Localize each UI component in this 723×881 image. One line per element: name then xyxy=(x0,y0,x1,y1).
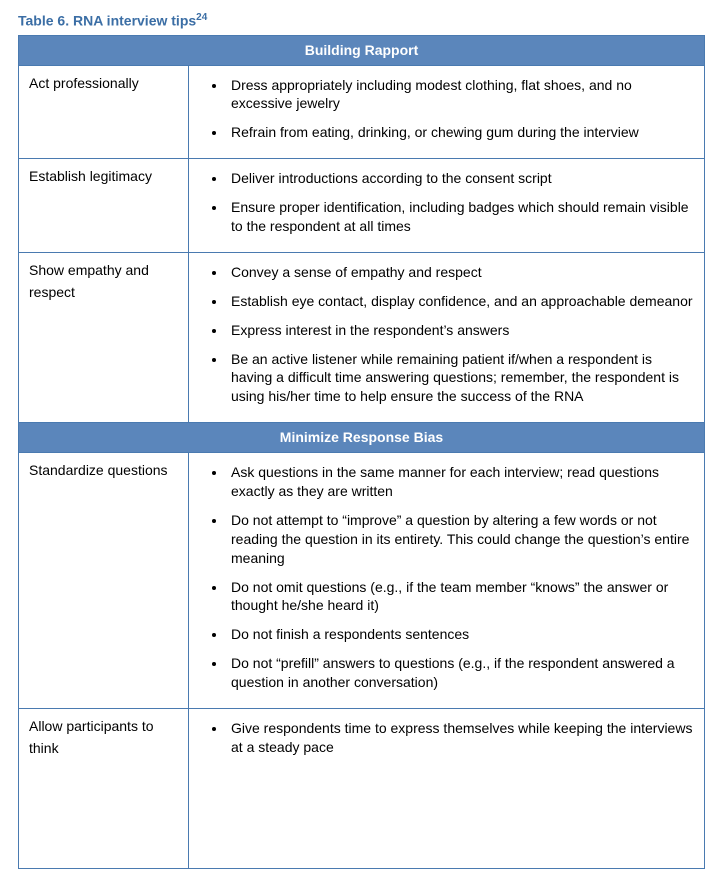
bullet-item: Do not omit questions (e.g., if the team… xyxy=(227,578,694,616)
bullet-item: Do not finish a respondents sentences xyxy=(227,625,694,644)
bullet-item: Deliver introductions according to the c… xyxy=(227,169,694,188)
row-bullets: Ask questions in the same manner for eac… xyxy=(189,453,705,709)
bullet-item: Ensure proper identification, including … xyxy=(227,198,694,236)
bullet-item: Refrain from eating, drinking, or chewin… xyxy=(227,123,694,142)
caption-sup: 24 xyxy=(196,12,207,23)
row-label: Allow participants to think xyxy=(19,709,189,869)
row-bullets: Give respondents time to express themsel… xyxy=(189,709,705,869)
bullet-item: Do not “prefill” answers to questions (e… xyxy=(227,654,694,692)
caption-text: Table 6. RNA interview tips xyxy=(18,13,196,29)
row-label: Act professionally xyxy=(19,65,189,159)
row-label: Establish legitimacy xyxy=(19,159,189,253)
row-label: Standardize questions xyxy=(19,453,189,709)
bullet-item: Do not attempt to “improve” a question b… xyxy=(227,511,694,568)
bullet-item: Establish eye contact, display confidenc… xyxy=(227,292,694,311)
section-header: Minimize Response Bias xyxy=(19,423,705,453)
bullet-item: Be an active listener while remaining pa… xyxy=(227,350,694,407)
row-label: Show empathy and respect xyxy=(19,252,189,422)
bullet-item: Dress appropriately including modest clo… xyxy=(227,76,694,114)
bullet-item: Ask questions in the same manner for eac… xyxy=(227,463,694,501)
interview-tips-table: Building RapportAct professionally Dress … xyxy=(18,35,705,869)
row-bullets: Dress appropriately including modest clo… xyxy=(189,65,705,159)
row-bullets: Convey a sense of empathy and respect Est… xyxy=(189,252,705,422)
section-header: Building Rapport xyxy=(19,35,705,65)
row-bullets: Deliver introductions according to the c… xyxy=(189,159,705,253)
bullet-item: Convey a sense of empathy and respect xyxy=(227,263,694,282)
bullet-item: Express interest in the respondent’s ans… xyxy=(227,321,694,340)
bullet-item: Give respondents time to express themsel… xyxy=(227,719,694,757)
table-caption: Table 6. RNA interview tips24 xyxy=(18,12,705,29)
